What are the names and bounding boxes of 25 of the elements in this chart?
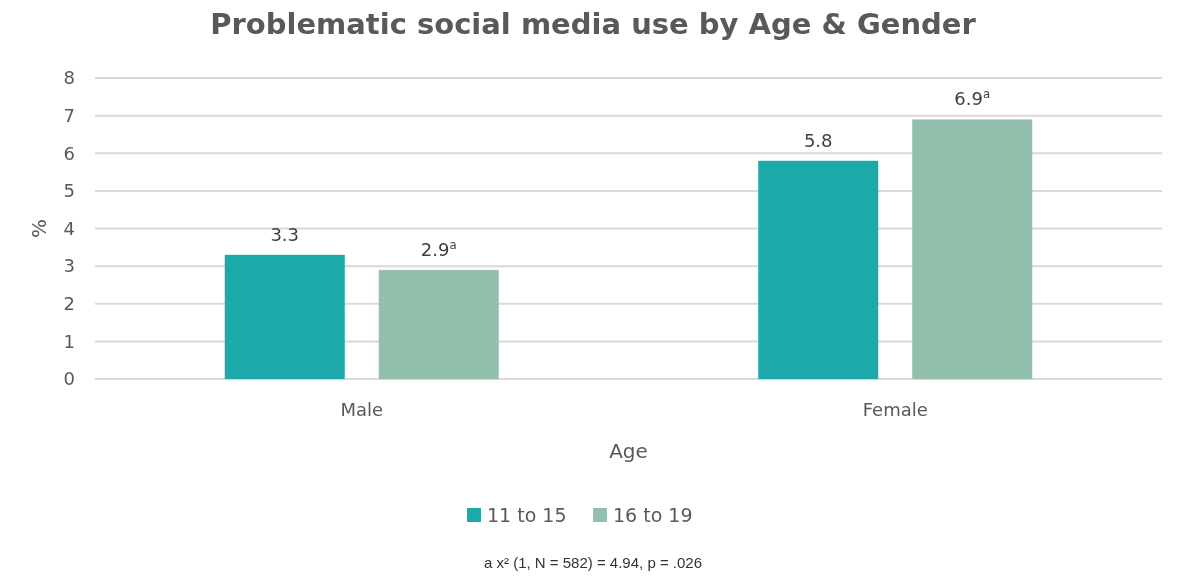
y-tick-label: 5 [63, 180, 75, 202]
y-tick-label: 8 [63, 67, 75, 89]
data-label: 5.8 [803, 129, 833, 151]
bar [224, 254, 345, 379]
x-tick-label: Male [340, 399, 384, 420]
legend-label: 11 to 15 [487, 504, 567, 526]
y-tick-label: 6 [63, 142, 75, 164]
y-tick-label: 3 [63, 255, 75, 277]
y-tick-label: 4 [63, 217, 75, 239]
chart-title: Problematic social media use by Age & Gender [210, 7, 977, 41]
x-axis-title: Age [609, 439, 648, 463]
data-label: 3.3 [270, 223, 300, 245]
text: a x² (1, N = 582) = 4.94, p = .026 [483, 554, 703, 571]
y-axis-title: % [27, 218, 51, 239]
y-tick-label: 2 [63, 293, 75, 315]
bar [758, 160, 879, 379]
bar [912, 119, 1033, 379]
legend-label: 16 to 19 [613, 504, 693, 526]
y-tick-label: 1 [63, 330, 75, 352]
data-label: 2.9$^{a}$ [420, 237, 457, 260]
x-tick-label: Female [862, 399, 928, 420]
data-label: 6.9$^{a}$ [954, 87, 991, 110]
y-tick-label: 7 [63, 104, 75, 126]
bar [378, 269, 499, 379]
y-tick-label: 0 [63, 368, 75, 390]
